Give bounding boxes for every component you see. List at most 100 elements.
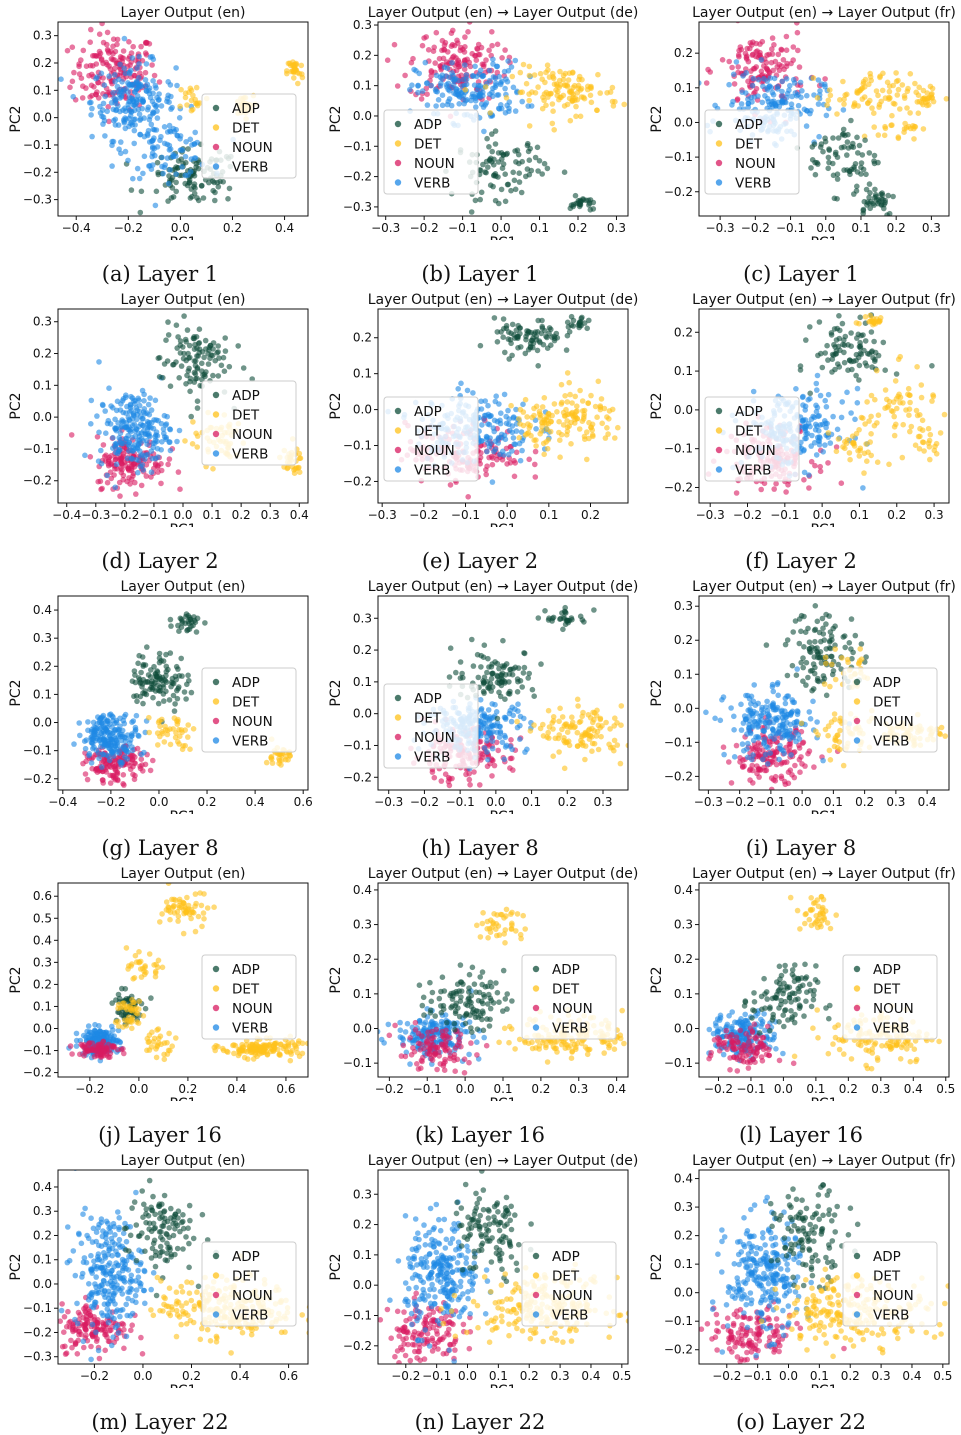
point-verb [495,440,501,446]
point-det [580,94,587,101]
point-verb [482,398,488,404]
panel-a: Layer Output (en) −0.4 −0.2 0.0 0.2 0.4 −0.3 −0… [0,0,320,287]
point-adp [534,144,541,151]
point-noun [753,85,760,92]
point-det [615,424,621,431]
point-adp [212,357,218,364]
point-verb [480,92,486,99]
point-adp [202,620,208,626]
point-adp [514,689,521,695]
point-noun [729,64,735,71]
point-det [154,730,161,736]
point-det [905,385,912,392]
point-adp [174,695,181,702]
point-verb [99,714,105,720]
point-verb [104,728,111,735]
point-noun [134,745,141,752]
point-noun [446,776,453,782]
point-adp [160,691,167,697]
point-adp [170,194,177,200]
point-verb [793,386,799,392]
point-adp [200,195,207,201]
point-det [581,433,588,440]
y-tick-label: 0.2 [33,56,52,70]
point-verb [789,93,795,100]
point-noun [499,55,505,61]
point-det [897,353,903,360]
scatter-plot-b: Layer Output (en) → Layer Output (de)−0.… [328,5,639,240]
point-det [557,437,563,443]
point-adp [187,388,193,395]
point-det [907,428,913,435]
point-det [556,418,562,425]
point-adp [568,615,575,621]
point-det [543,69,549,76]
point-det [564,399,571,405]
point-noun [795,47,801,54]
x-axis-label: PC1 [169,809,196,814]
point-noun [438,778,445,784]
point-det [617,760,624,767]
point-det [176,741,182,747]
point-verb [823,404,830,410]
point-det [509,73,516,80]
plot-frame [57,21,309,217]
point-verb [779,99,785,105]
point-det [874,367,880,374]
chart-title: Layer Output (en) → Layer Output (de) [368,5,639,21]
point-det [913,89,919,96]
point-det [193,84,200,91]
point-adp [880,339,887,346]
point-adp [512,186,519,193]
y-tick-label: 0.2 [353,643,372,657]
point-adp [222,348,229,354]
legend-label-adp: ADP [735,404,763,420]
point-det [891,413,897,420]
point-adp [161,698,167,704]
point-noun [106,118,112,125]
point-det [900,421,906,428]
point-verb [155,454,161,460]
point-adp [491,315,498,321]
point-det [916,446,923,452]
point-noun [430,48,437,54]
point-noun [507,755,514,762]
point-det [193,101,200,107]
point-adp [833,337,840,343]
plot-frame [57,595,309,791]
y-tick-label: 0.3 [353,18,372,32]
point-det [567,391,573,398]
point-verb [118,423,125,430]
point-verb [819,421,826,428]
point-adp [165,319,171,325]
point-adp [170,680,177,687]
point-adp [156,655,163,661]
point-adp [486,156,493,163]
point-verb [97,110,104,116]
point-det [890,399,897,405]
point-noun [734,96,741,102]
point-noun [108,453,114,459]
point-noun [792,762,798,769]
legend-label-verb: VERB [232,160,268,176]
legend-label-adp: ADP [414,404,442,420]
point-det [917,425,923,432]
point-adp [867,205,873,212]
point-noun [76,71,83,77]
point-det [560,92,567,99]
point-adp [183,159,189,166]
point-verb [854,400,861,406]
point-adp [812,171,819,178]
point-det [548,90,554,97]
point-verb [96,429,102,436]
point-adp [166,173,172,179]
point-adp [472,197,479,204]
point-det [917,433,923,440]
point-adp [460,674,466,681]
y-tick-label: 0.3 [33,631,52,645]
point-adp [194,353,200,359]
point-verb [511,441,517,447]
x-tick-label: 0.2 [558,795,577,809]
point-verb [458,380,464,387]
legend-marker-adp [715,407,723,415]
